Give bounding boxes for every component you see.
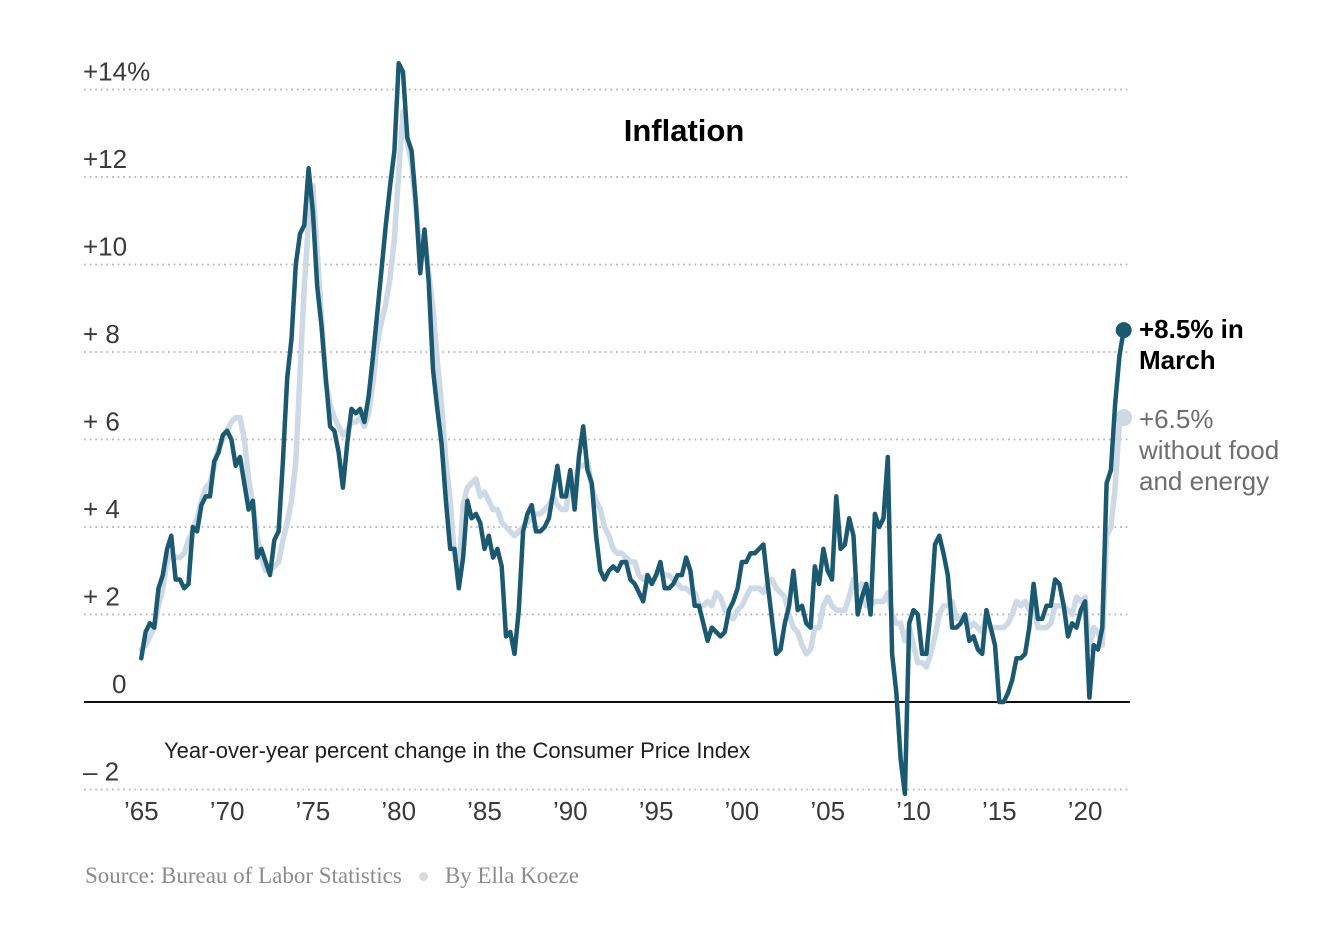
- callout-core-line2: without food: [1139, 435, 1280, 465]
- callout-headline-line1: +8.5% in: [1139, 314, 1244, 344]
- x-axis-tick-label: ’20: [1068, 796, 1103, 826]
- callout-headline-line2: March: [1139, 345, 1216, 375]
- chart-subtitle-note: Year-over-year percent change in the Con…: [164, 738, 751, 763]
- callout-core-inflation: +6.5% without food and energy: [1139, 404, 1318, 497]
- x-axis-tick-label: ’10: [896, 796, 931, 826]
- byline-text: By Ella Koeze: [444, 863, 579, 888]
- y-axis-tick-label: + 2: [83, 582, 120, 612]
- source-text: Source: Bureau of Labor Statistics: [85, 863, 402, 888]
- x-axis-tick-label: ’75: [296, 796, 331, 826]
- series-line-core: [138, 108, 1127, 670]
- source-byline-row: Source: Bureau of Labor Statistics By El…: [85, 863, 579, 889]
- x-axis-tick-label: ’15: [982, 796, 1017, 826]
- y-axis-tick-label: +10: [83, 232, 127, 262]
- y-axis-tick-label: +12: [83, 144, 127, 174]
- end-dot-all-items: [1115, 322, 1132, 339]
- callout-core-line1: +6.5%: [1139, 404, 1214, 434]
- x-axis-tick-label: ’05: [810, 796, 845, 826]
- x-axis-tick-label: ’90: [553, 796, 588, 826]
- y-axis-tick-label: +14%: [83, 57, 150, 87]
- series-line-all-items: [139, 61, 1126, 797]
- x-axis-tick-label: ’80: [381, 796, 416, 826]
- callout-core-line3: and energy: [1139, 466, 1270, 496]
- x-axis-tick-label: ’70: [210, 796, 245, 826]
- chart-title: Inflation: [623, 113, 745, 148]
- end-dot-core: [1115, 409, 1133, 427]
- x-axis-tick-label: ’65: [124, 796, 159, 826]
- y-axis-tick-label: 0: [112, 669, 126, 699]
- y-axis-tick-label: + 8: [83, 319, 120, 349]
- callout-headline-inflation: +8.5% in March: [1139, 314, 1309, 376]
- y-axis-tick-label: – 2: [83, 757, 119, 787]
- x-axis-tick-label: ’85: [467, 796, 502, 826]
- y-axis-tick-label: + 4: [83, 494, 120, 524]
- x-axis-tick-label: ’00: [725, 796, 760, 826]
- y-axis-tick-label: + 6: [83, 407, 120, 437]
- x-axis-tick-label: ’95: [639, 796, 674, 826]
- separator-dot-icon: [418, 871, 428, 881]
